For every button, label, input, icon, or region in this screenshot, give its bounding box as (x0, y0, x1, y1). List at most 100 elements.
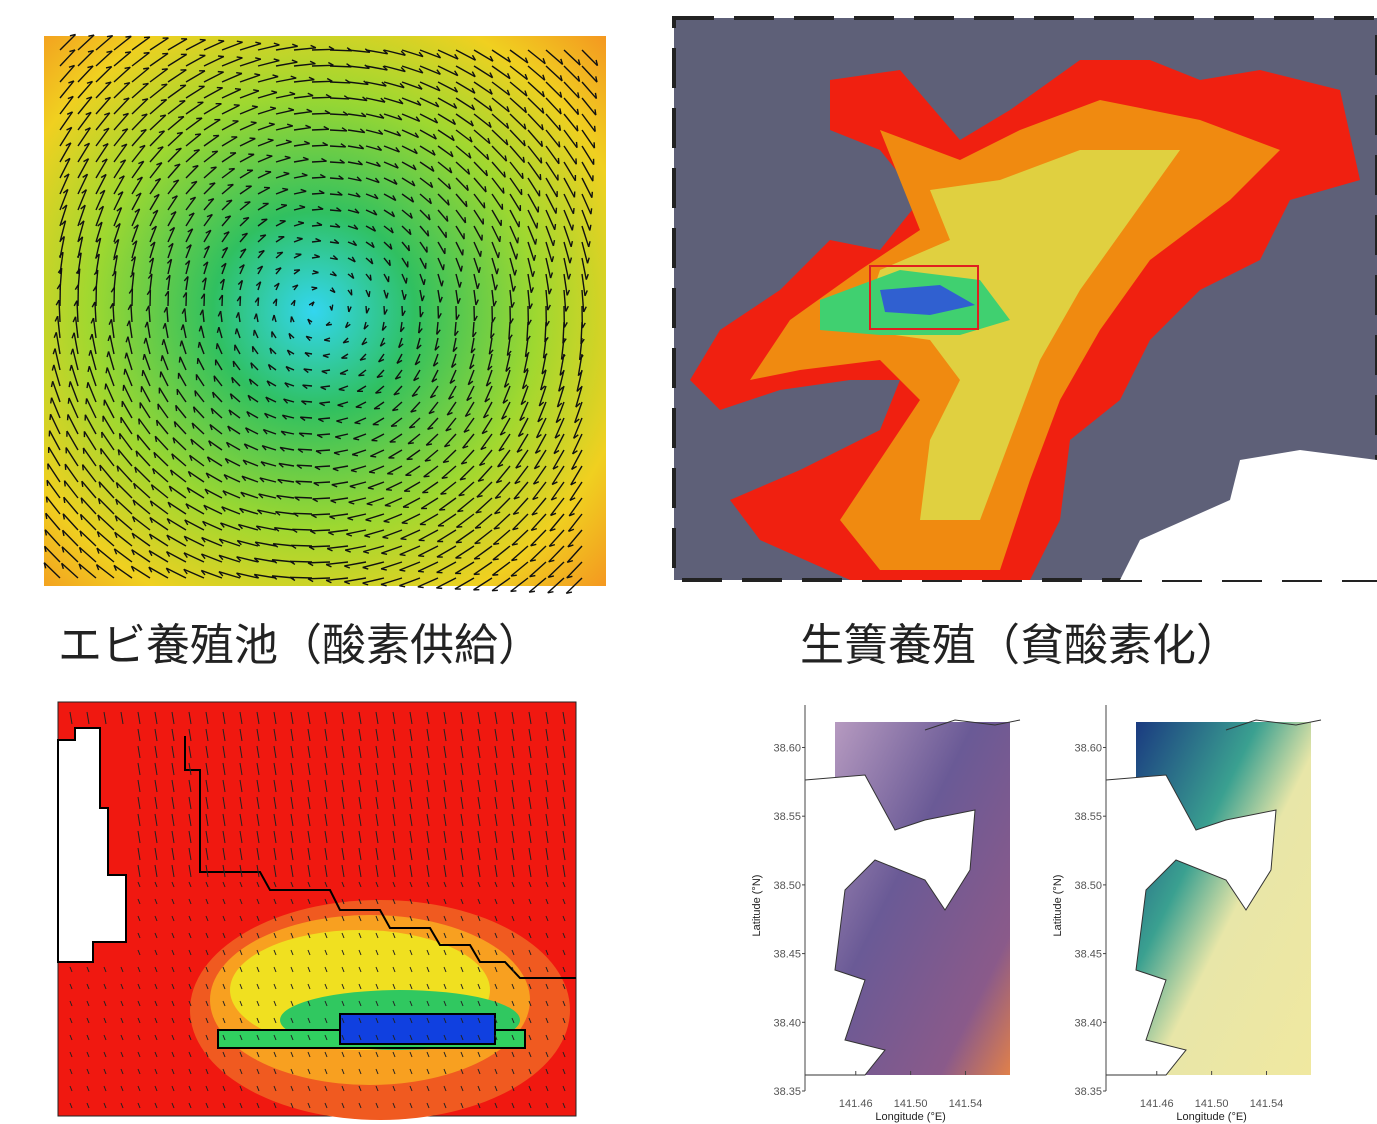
flow-arrow (577, 125, 578, 131)
flow-arrow (312, 161, 327, 162)
flow-arrow (162, 69, 168, 70)
y-tick-label: 38.50 (773, 880, 801, 892)
flow-arrow (125, 36, 131, 37)
x-axis-label: Longitude (°E) (875, 1111, 945, 1123)
flow-arrow (406, 278, 407, 284)
flow-arrow (295, 497, 312, 498)
flow-arrow (291, 545, 312, 546)
flow-arrow (161, 100, 167, 101)
flow-arrow (179, 357, 180, 363)
flow-arrow (391, 426, 397, 427)
flow-arrow (523, 157, 524, 163)
x-tick-label: 141.46 (1140, 1098, 1174, 1110)
flow-arrow (312, 209, 323, 210)
flow-arrow (290, 577, 312, 578)
flow-arrow (309, 546, 330, 547)
flow-arrow (330, 98, 349, 99)
bay-simulation (674, 18, 1377, 580)
flow-arrow (218, 56, 224, 57)
flow-arrow (68, 398, 69, 404)
flow-arrow (51, 398, 52, 404)
flow-arrow (400, 570, 406, 571)
flow-arrow (251, 122, 257, 123)
flow-arrow (465, 217, 466, 223)
flow-arrow (326, 324, 332, 325)
flow-arrow (425, 460, 431, 461)
flow-arrow (314, 482, 330, 483)
flow-arrow (236, 73, 242, 74)
flow-arrow (591, 208, 592, 214)
flow-arrow (493, 543, 499, 544)
flow-arrow (144, 53, 150, 54)
flow-arrow (105, 384, 106, 390)
flow-arrow (82, 481, 83, 487)
flow-arrow (400, 555, 406, 556)
flow-arrow (312, 97, 331, 98)
flow-arrow (577, 109, 578, 115)
flow-arrow (572, 225, 573, 231)
flow-arrow (312, 129, 329, 130)
flow-arrow (229, 169, 235, 170)
flow-arrow (511, 575, 517, 576)
flow-arrow (493, 559, 499, 560)
flow-arrow (340, 374, 346, 375)
flow-arrow (312, 193, 324, 194)
flow-arrow (480, 251, 481, 257)
flow-arrow (312, 113, 330, 114)
flow-arrow (386, 490, 392, 491)
y-tick-label: 38.60 (1074, 742, 1102, 754)
flow-arrow (101, 448, 102, 454)
flow-arrow (50, 414, 51, 420)
flow-arrow (124, 369, 125, 375)
flow-arrow (311, 514, 330, 515)
flow-arrow (330, 130, 347, 131)
flow-arrow (474, 558, 480, 559)
flow-arrow (261, 219, 267, 220)
flow-arrow (409, 245, 410, 251)
channel-simulation (58, 702, 576, 1120)
flow-arrow (100, 465, 101, 471)
flow-arrow (196, 118, 202, 119)
y-tick-label: 38.50 (1074, 880, 1102, 892)
flow-arrow (573, 208, 574, 214)
flow-arrow (535, 239, 536, 245)
flow-arrow (46, 497, 47, 503)
flow-arrow (228, 184, 234, 185)
flow-arrow (541, 157, 542, 163)
flow-arrow (296, 481, 312, 482)
flow-arrow (401, 539, 407, 540)
flow-arrow (389, 260, 390, 266)
flow-arrow (484, 202, 485, 208)
x-tick-label: 141.46 (839, 1098, 873, 1110)
x-tick-label: 141.50 (894, 1098, 928, 1110)
y-tick-label: 38.55 (773, 811, 801, 823)
flow-arrow (369, 472, 375, 473)
flow-arrow (503, 188, 504, 194)
flow-arrow (537, 223, 538, 229)
flow-arrow (466, 201, 467, 207)
x-tick-label: 141.50 (1195, 1098, 1229, 1110)
flow-arrow (447, 216, 448, 222)
flow-arrow (212, 151, 218, 152)
x-tick-label: 141.54 (949, 1098, 983, 1110)
flow-arrow (64, 497, 65, 503)
flow-arrow (161, 355, 162, 361)
flow-arrow (161, 84, 167, 85)
flow-arrow (290, 561, 312, 562)
flow-arrow (214, 376, 215, 382)
flow-arrow (266, 155, 272, 156)
flow-arrow (310, 530, 330, 531)
flow-arrow (142, 370, 143, 376)
flow-arrow (385, 505, 391, 506)
caption: 生簀養殖（貧酸素化） (800, 620, 1240, 671)
flow-arrow (120, 433, 121, 439)
flow-arrow (555, 224, 556, 230)
flow-arrow (277, 252, 283, 253)
y-tick-label: 38.45 (773, 949, 801, 961)
flow-arrow (244, 202, 250, 203)
y-tick-label: 38.40 (1074, 1017, 1102, 1029)
flow-arrow (312, 145, 328, 146)
flow-arrow (195, 391, 196, 397)
flow-arrow (577, 142, 578, 148)
flow-arrow (87, 382, 88, 388)
